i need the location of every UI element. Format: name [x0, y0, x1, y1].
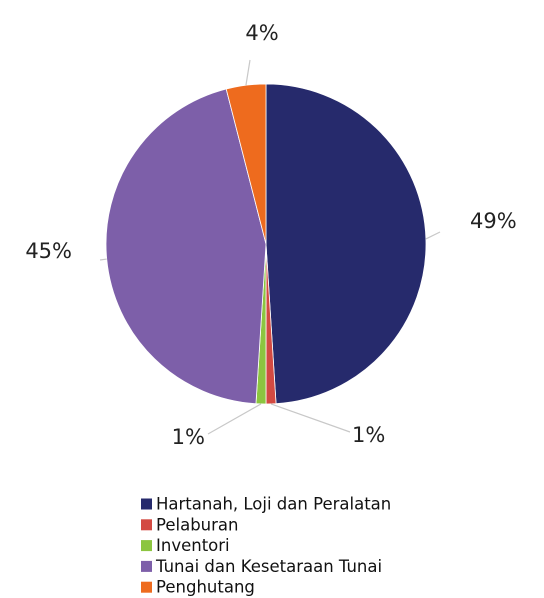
leader-line — [270, 403, 351, 433]
legend-swatch — [141, 519, 152, 531]
data-label: 45% — [25, 239, 72, 263]
legend-label: Tunai dan Kesetaraan Tunai — [155, 557, 382, 576]
leader-line — [99, 258, 107, 261]
leader-line — [425, 231, 441, 240]
legend-swatch — [141, 581, 152, 593]
legend-swatch — [141, 540, 152, 552]
legend-label: Pelaburan — [156, 515, 239, 534]
pie-slice — [105, 88, 267, 405]
data-label: 1% — [172, 425, 205, 449]
data-label: 49% — [470, 209, 517, 233]
pie-slice — [265, 83, 427, 405]
legend-swatch — [141, 498, 152, 510]
legend-swatch — [141, 560, 152, 572]
leader-line — [207, 403, 262, 435]
data-label: 4% — [245, 21, 278, 45]
legend-label: Inventori — [156, 536, 230, 555]
legend-label: Hartanah, Loji dan Peralatan — [156, 495, 391, 514]
data-label: 1% — [352, 423, 385, 447]
legend-label: Penghutang — [156, 578, 255, 597]
leader-line — [245, 59, 251, 86]
